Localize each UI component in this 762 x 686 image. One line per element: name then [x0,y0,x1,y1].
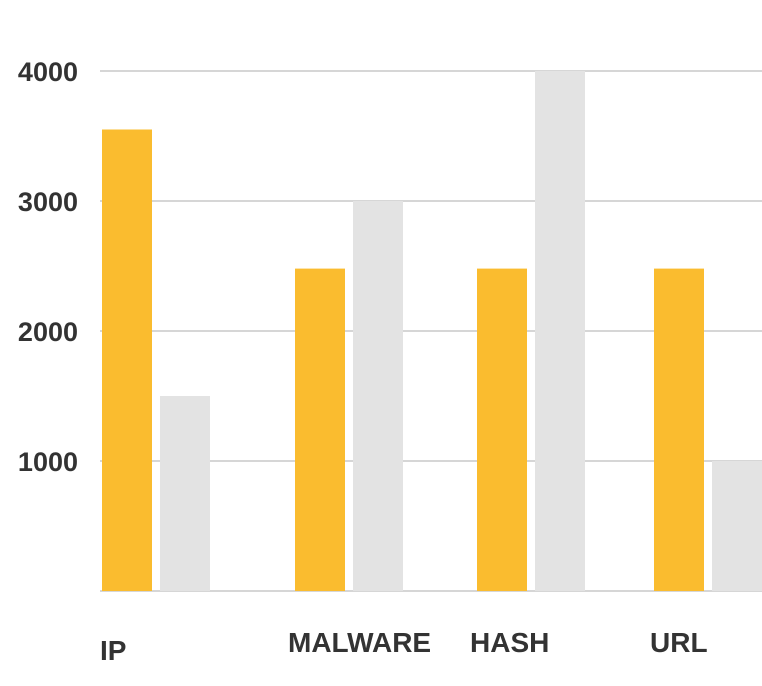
bar-url-series-2 [712,461,762,591]
bars [102,71,762,591]
bar-ip-series-2 [160,396,210,591]
y-tick-label: 4000 [18,57,78,87]
x-axis-labels: IP MALWARE HASH URL [100,627,708,666]
x-category-label: URL [650,627,708,658]
bar-malware-series-2 [353,201,403,591]
y-tick-label: 3000 [18,187,78,217]
y-axis-ticks: 1000 2000 3000 4000 [18,57,78,477]
x-category-label: MALWARE [288,627,431,658]
bar-malware-series-1 [295,268,345,591]
y-tick-label: 2000 [18,317,78,347]
y-tick-label: 1000 [18,447,78,477]
x-category-label: HASH [470,627,549,658]
x-category-label: IP [100,635,126,666]
gridlines [100,70,762,592]
bar-hash-series-2 [535,71,585,591]
bar-url-series-1 [654,268,704,591]
bar-ip-series-1 [102,129,152,591]
bar-hash-series-1 [477,268,527,591]
